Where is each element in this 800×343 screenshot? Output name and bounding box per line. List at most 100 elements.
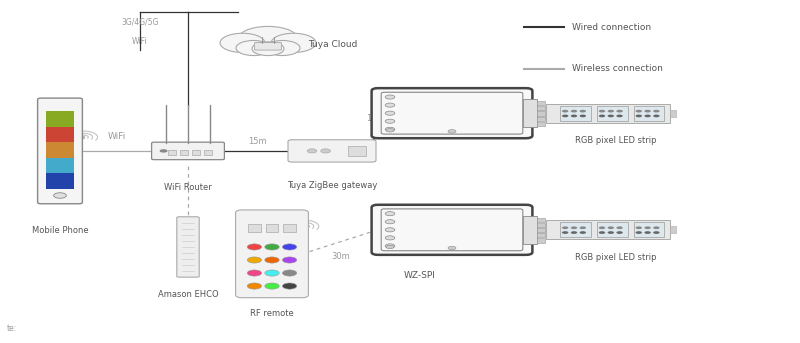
Bar (538, 223, 546, 227)
Circle shape (282, 244, 297, 250)
FancyBboxPatch shape (151, 142, 224, 159)
Text: 15m: 15m (366, 115, 384, 123)
Circle shape (385, 228, 394, 232)
Bar (46, 127, 74, 142)
Text: RGB pixel LED strip: RGB pixel LED strip (575, 136, 657, 145)
Circle shape (645, 231, 651, 234)
Circle shape (385, 95, 394, 99)
Circle shape (616, 110, 623, 113)
Circle shape (562, 115, 569, 117)
FancyBboxPatch shape (177, 217, 199, 277)
Bar (532, 224, 546, 236)
Circle shape (247, 270, 262, 276)
Circle shape (608, 231, 614, 234)
Bar (248, 224, 261, 232)
Circle shape (653, 231, 659, 234)
Circle shape (282, 257, 297, 263)
FancyBboxPatch shape (236, 210, 309, 298)
Text: te:: te: (6, 324, 17, 333)
Bar (46, 142, 74, 158)
Bar (204, 150, 212, 155)
Bar (634, 223, 664, 237)
FancyBboxPatch shape (38, 98, 82, 204)
Bar (46, 158, 74, 173)
Circle shape (321, 149, 330, 153)
Circle shape (570, 115, 578, 117)
Circle shape (616, 226, 623, 229)
Circle shape (252, 42, 284, 56)
Circle shape (635, 115, 642, 117)
Bar (538, 117, 546, 121)
Bar (523, 99, 537, 127)
Text: 30m: 30m (331, 252, 350, 261)
Circle shape (160, 149, 168, 153)
Bar (523, 216, 537, 244)
Circle shape (608, 226, 614, 229)
Text: Amason EHCO: Amason EHCO (158, 290, 218, 299)
Circle shape (238, 26, 298, 52)
Circle shape (598, 231, 606, 234)
Circle shape (635, 226, 642, 229)
Bar (634, 106, 664, 120)
Circle shape (385, 236, 394, 240)
Circle shape (579, 231, 586, 234)
Circle shape (236, 40, 271, 56)
FancyBboxPatch shape (371, 205, 533, 255)
Circle shape (562, 231, 569, 234)
Bar (670, 226, 677, 233)
Bar (180, 150, 188, 155)
Circle shape (653, 110, 659, 113)
Text: 3G/4G/5G: 3G/4G/5G (122, 18, 158, 27)
Text: Wireless connection: Wireless connection (572, 64, 663, 73)
Bar (597, 223, 628, 237)
Circle shape (608, 110, 614, 113)
Circle shape (265, 257, 279, 263)
Bar (538, 238, 546, 243)
Text: Wired connection: Wired connection (572, 23, 651, 32)
Circle shape (562, 226, 569, 229)
Bar (538, 122, 546, 126)
Bar (192, 150, 200, 155)
Circle shape (282, 283, 297, 289)
Circle shape (635, 110, 642, 113)
Circle shape (562, 110, 569, 113)
Bar (168, 150, 176, 155)
Circle shape (645, 115, 651, 117)
Bar (560, 223, 590, 237)
Bar (670, 110, 677, 117)
FancyBboxPatch shape (371, 88, 533, 138)
Bar (532, 107, 546, 119)
Circle shape (386, 129, 394, 132)
Bar (546, 221, 670, 239)
Circle shape (579, 226, 586, 229)
Circle shape (271, 33, 316, 52)
Circle shape (307, 149, 317, 153)
Circle shape (385, 103, 394, 107)
Circle shape (598, 226, 606, 229)
Circle shape (385, 127, 394, 131)
Circle shape (616, 115, 623, 117)
Bar (283, 224, 296, 232)
Circle shape (385, 220, 394, 224)
Text: Tuya ZigBee gateway: Tuya ZigBee gateway (287, 181, 377, 190)
Bar (560, 106, 590, 120)
Circle shape (54, 193, 66, 198)
Text: 15m: 15m (248, 137, 266, 146)
Text: Mobile Phone: Mobile Phone (32, 226, 88, 235)
Text: WiFi: WiFi (107, 132, 126, 141)
Circle shape (645, 226, 651, 229)
Circle shape (220, 33, 265, 52)
Circle shape (385, 212, 394, 216)
Circle shape (282, 270, 297, 276)
Circle shape (635, 231, 642, 234)
Circle shape (247, 257, 262, 263)
Circle shape (448, 130, 456, 133)
Bar (597, 106, 628, 120)
Text: WZ-SPI: WZ-SPI (404, 271, 436, 280)
Circle shape (386, 245, 394, 249)
Bar (266, 224, 278, 232)
Bar (546, 104, 670, 122)
Circle shape (265, 40, 300, 56)
Circle shape (616, 231, 623, 234)
Bar (46, 111, 74, 189)
